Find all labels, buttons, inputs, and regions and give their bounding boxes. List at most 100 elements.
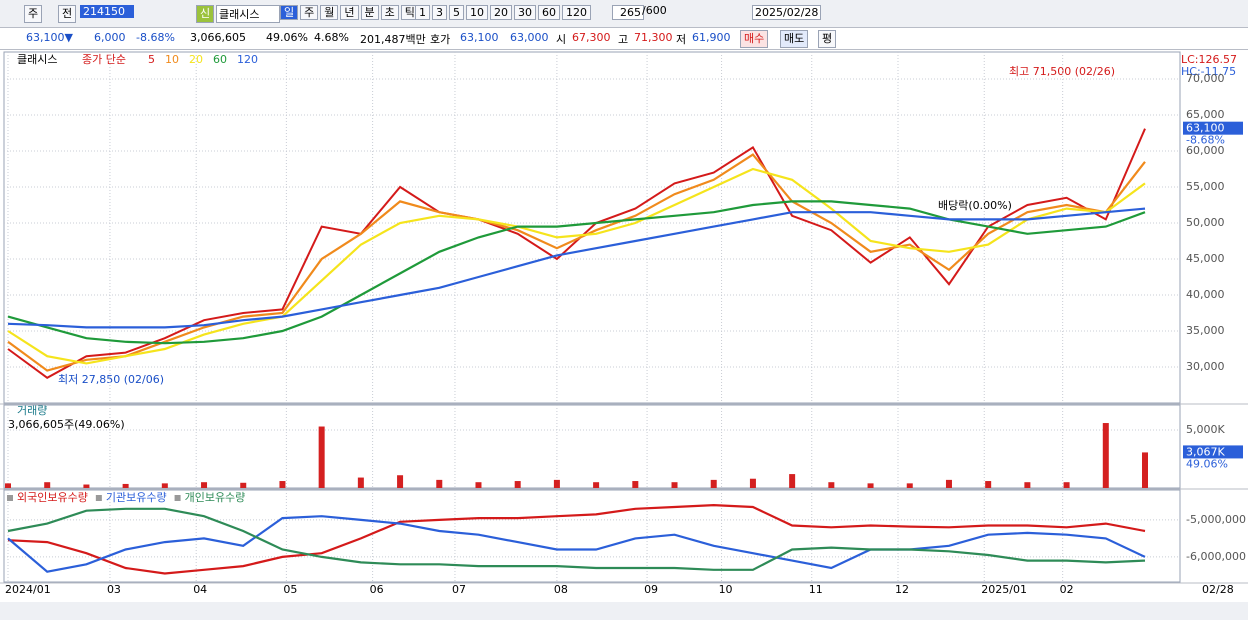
- legend-entry: 개인보유수량: [185, 491, 246, 504]
- turnover: 4.68%: [314, 31, 349, 44]
- y-tick-label: 40,000: [1186, 288, 1225, 301]
- interval-button[interactable]: 30: [514, 5, 536, 20]
- y-tick-label: 45,000: [1186, 252, 1225, 265]
- volume-bar: [1024, 482, 1031, 488]
- interval-button[interactable]: 5: [449, 5, 464, 20]
- volume-bar: [593, 482, 600, 488]
- stock-name[interactable]: 클래시스: [216, 5, 280, 23]
- volume-bar: [1142, 452, 1148, 488]
- period-button[interactable]: 일: [280, 5, 299, 20]
- volume-bar: [240, 482, 247, 488]
- x-tick-label: 07: [452, 583, 466, 596]
- x-tick-label: 2024/01: [5, 583, 51, 596]
- lc-label: LC:126.57: [1181, 53, 1237, 66]
- series-line: [7, 507, 1146, 571]
- low: 61,900: [692, 31, 731, 44]
- open-label: 시: [556, 33, 567, 46]
- x-tick-label: 10: [719, 583, 733, 596]
- x-tick-label: 05: [283, 583, 297, 596]
- x-tick-label: 03: [107, 583, 121, 596]
- interval-button[interactable]: 60: [538, 5, 560, 20]
- series-line: [7, 200, 1146, 345]
- interval-button[interactable]: 10: [466, 5, 488, 20]
- volume-bar: [44, 482, 51, 488]
- y-tick-label: 50,000: [1186, 216, 1225, 229]
- rate: -8.68%: [136, 31, 175, 44]
- volume-bar: [671, 482, 678, 488]
- volume-title: 거래량: [17, 404, 47, 417]
- buy-button[interactable]: 매수: [740, 30, 769, 48]
- volume-bar: [122, 483, 129, 488]
- interval-button[interactable]: 3: [432, 5, 447, 20]
- low-annotation: 최저 27,850 (02/06): [58, 373, 164, 386]
- volume-bar: [436, 479, 443, 488]
- legend-entry: 20: [189, 53, 203, 66]
- x-tick-label: 06: [370, 583, 384, 596]
- price: 63,100▼: [26, 31, 73, 44]
- period-button[interactable]: 초: [380, 5, 399, 20]
- change: 6,000: [94, 31, 126, 44]
- period-button[interactable]: 년: [340, 5, 359, 20]
- interval-button[interactable]: 1: [415, 5, 430, 20]
- avg-button[interactable]: 평: [818, 30, 837, 48]
- date-input[interactable]: 2025/02/28: [752, 5, 822, 20]
- y-tick-label: 60,000: [1186, 144, 1225, 157]
- code-input[interactable]: 214150: [80, 5, 134, 18]
- open: 67,300: [572, 31, 611, 44]
- volume-bar: [201, 482, 208, 488]
- volume-bar: [749, 478, 756, 488]
- volume-bar: [828, 482, 835, 488]
- low-label: 저: [676, 33, 687, 46]
- ask-label: 호가: [430, 33, 451, 46]
- y-tick-label: -6,000,000: [1186, 550, 1246, 563]
- volume-bar: [867, 483, 874, 488]
- last-volume-label: 3,067K: [1186, 445, 1225, 458]
- panel-frame: [3, 489, 1181, 583]
- series-line: [7, 207, 1146, 329]
- count-input[interactable]: 265: [612, 5, 644, 20]
- volume-bar: [514, 481, 521, 488]
- period-button[interactable]: 주: [300, 5, 319, 20]
- volume: 3,066,605: [190, 31, 246, 44]
- volume-bar: [945, 479, 952, 488]
- high-label: 고: [618, 33, 629, 46]
- volume-bar: [1063, 482, 1070, 488]
- x-tick-label: 04: [193, 583, 207, 596]
- volume-bar: [710, 479, 717, 488]
- volume-bar: [318, 426, 325, 488]
- legend-entry: 120: [237, 53, 258, 66]
- sell-button[interactable]: 매도: [780, 30, 809, 48]
- period-button[interactable]: 분: [360, 5, 379, 20]
- ma-label: 종가 단순: [82, 53, 126, 66]
- legend-marker: [95, 495, 102, 501]
- volume-bar: [553, 479, 560, 488]
- series-line: [7, 503, 1146, 575]
- market-button[interactable]: 주: [24, 5, 43, 23]
- y-tick-label: 35,000: [1186, 324, 1225, 337]
- volume-bar: [906, 483, 913, 488]
- last-volume-rate: 49.06%: [1186, 457, 1228, 470]
- period-button[interactable]: 월: [320, 5, 339, 20]
- series-line: [7, 128, 1146, 379]
- legend-entry: 10: [165, 53, 179, 66]
- interval-button[interactable]: 20: [490, 5, 512, 20]
- legend-entry: 60: [213, 53, 227, 66]
- scrollbar[interactable]: [0, 602, 1248, 620]
- y-tick-label: 5,000K: [1186, 423, 1225, 436]
- panel-frame: [3, 51, 1181, 404]
- volume-bar: [357, 477, 364, 488]
- volume-bar: [632, 481, 639, 488]
- ask: 63,100: [460, 31, 499, 44]
- chart: 클래시스 종가 단순 LC:126.57 HC:-11.75 최고 71,500…: [0, 50, 1248, 621]
- volume-bar: [5, 483, 11, 488]
- series-line: [7, 515, 1146, 573]
- interval-group: 1 3 5 10 20 30 60 120: [415, 0, 593, 20]
- volume-bar: [279, 481, 286, 488]
- prev-button[interactable]: 전: [58, 5, 77, 23]
- period-button[interactable]: 틱: [400, 5, 419, 20]
- interval-button[interactable]: 120: [562, 5, 591, 20]
- new-badge: 신: [196, 5, 215, 23]
- last-date: 02/28: [1202, 583, 1234, 596]
